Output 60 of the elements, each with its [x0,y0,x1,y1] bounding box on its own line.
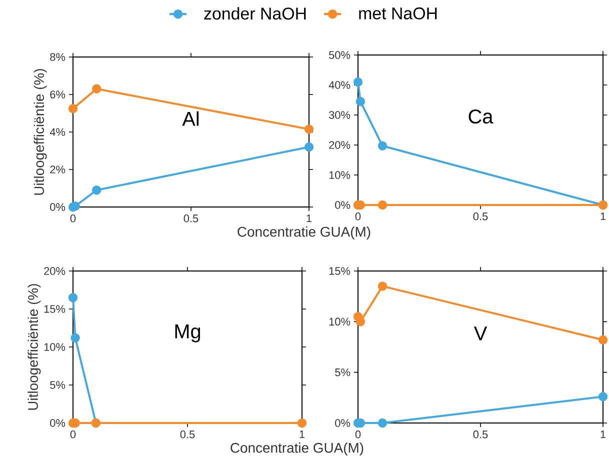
point [378,200,388,210]
y-tick-label: 20% [329,141,350,149]
x-tick-label: 1 [306,214,312,222]
y-tick-label: 0% [335,201,350,209]
y-tick-label: 5% [50,381,66,389]
y-tick-label: 0% [335,419,350,427]
y-tick-label: 10% [329,318,350,326]
x-tick-label: 0.5 [180,430,195,438]
x-axis-title: Concentratie GUA(M) [238,226,370,240]
legend-label: met NaOH [359,7,437,20]
point [304,124,314,134]
point [297,418,307,428]
y-tick-label: 50% [328,51,350,59]
x-tick-label: 1 [600,430,606,438]
y-tick-label: 2% [50,166,66,174]
point [68,104,78,114]
point [598,335,608,345]
x-tick-label: 0 [355,212,361,220]
legend-label: zonder NaOH [204,7,306,20]
point [353,77,363,87]
text: Ca [468,109,494,124]
point [68,292,78,302]
point [356,317,366,326]
text: Al [182,111,199,126]
x-tick-label: 0.5 [473,212,488,220]
y-axis-title: Uitloogefficiëntie (%) [34,69,47,195]
y-tick-label: 40% [328,81,350,89]
point [378,141,388,150]
y-tick-label: 8% [50,53,66,61]
y-tick-label: 5% [335,368,350,376]
point [92,84,102,94]
y-tick-label: 20% [44,267,66,275]
x-tick-label: 1 [300,430,305,438]
x-tick-label: 0 [70,214,76,222]
y-tick-label: 10% [44,343,66,351]
x-axis-title: Concentratie GUA(M) [230,442,364,456]
point [598,392,608,402]
point [356,96,366,106]
y-tick-label: 0% [50,203,66,211]
x-tick-label: 0 [355,430,361,438]
point [378,418,388,428]
y-tick-label: 10% [329,171,350,179]
x-tick-label: 0.5 [473,430,488,438]
y-tick-label: 0% [50,419,66,427]
x-tick-label: 0 [70,430,76,438]
point [304,142,314,152]
text: Mg [175,324,200,342]
point [70,201,80,211]
y-tick-label: 4% [50,128,66,136]
point [70,333,80,342]
y-tick-label: 15% [44,305,66,313]
point [92,186,102,195]
y-axis-title: Uitloogefficiëntie (%) [28,284,41,410]
x-tick-label: 0.5 [184,214,198,222]
x-tick-label: 1 [600,212,606,220]
text: V [474,326,488,340]
point [378,282,388,291]
y-tick-label: 15% [329,267,350,275]
y-tick-label: 30% [328,111,350,119]
y-tick-label: 6% [50,90,66,98]
